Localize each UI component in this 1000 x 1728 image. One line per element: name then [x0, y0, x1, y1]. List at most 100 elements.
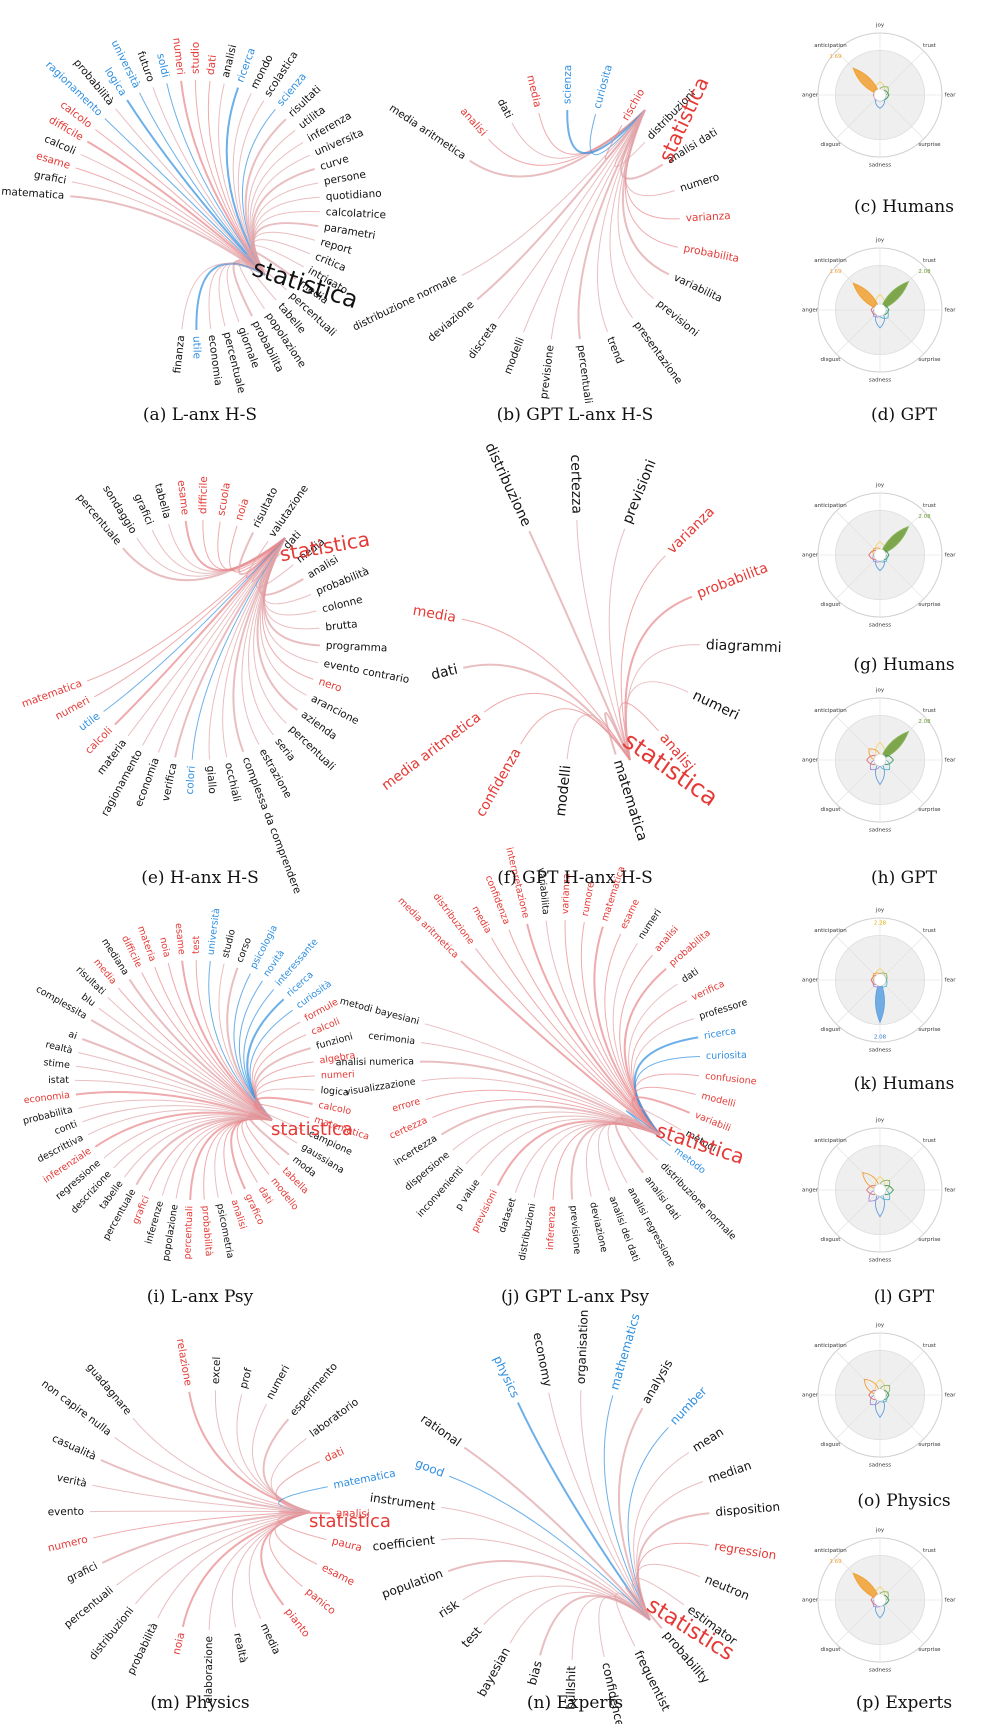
word-m-pianto: pianto: [282, 1606, 312, 1640]
word-b-deviazione: deviazione: [426, 299, 477, 345]
word-j-deviazione: deviazione: [587, 1201, 609, 1254]
emotion-label-anger: anger: [802, 93, 819, 99]
chord-m-guadagnare: [132, 1417, 311, 1513]
chord-a-media: [247, 249, 297, 280]
emotion-label-anger: anger: [802, 1188, 819, 1194]
chord-j-media-aritmetica: [460, 960, 661, 1136]
chord-i-esame: [181, 960, 273, 1121]
chord-n-probability: [625, 1586, 663, 1630]
word-n-coefficient: coefficient: [372, 1533, 436, 1554]
word-a-utile: utile: [190, 336, 202, 359]
wheel-spoke: [879, 1189, 925, 1235]
caption-m: (m) Physics: [150, 1693, 250, 1713]
emotion-label-fear: fear: [945, 553, 957, 559]
chord-a-finanza: [181, 263, 266, 330]
emotion-label-anticipation: anticipation: [814, 1343, 847, 1349]
word-m-relazione: relazione: [174, 1338, 194, 1387]
emotion-label-anger: anger: [802, 553, 819, 559]
caption-g: (g) Humans: [853, 655, 955, 675]
caption-i: (i) L-anx Psy: [146, 1287, 254, 1307]
chord-m-casualit: [100, 1459, 311, 1513]
wheel-spoke: [835, 715, 881, 761]
emotion-label-fear: fear: [945, 308, 957, 314]
emotion-label-trust: trust: [923, 1548, 937, 1554]
chord-b-scienza: [566, 109, 646, 154]
emotion-label-fear: fear: [945, 1393, 957, 1399]
chord-e-verifica: [174, 537, 286, 758]
emotion-label-surprise: surprise: [918, 142, 941, 148]
network-m: relazione excel prof numeriesperimentolabor…: [39, 1338, 397, 1704]
word-n-regression: regression: [713, 1539, 777, 1562]
emotion-wheel-o: joy trust fear surprise sadness disgust anger a…: [802, 1323, 956, 1469]
word-n-population: population: [380, 1566, 445, 1601]
word-m-dati: dati: [323, 1445, 346, 1464]
word-m-matematica: matematica: [332, 1467, 396, 1491]
word-i-test: test: [191, 935, 202, 954]
word-n-bullshit: bullshit: [563, 1666, 578, 1710]
word-e-esame: esame: [175, 479, 191, 515]
word-m-casualit: casualità: [50, 1432, 98, 1463]
chord-b-presentazione: [609, 109, 646, 319]
word-b-scienza: scienza: [561, 65, 574, 104]
word-n-organisation: organisation: [574, 1309, 591, 1384]
chord-i-tabelle: [124, 1116, 273, 1178]
chord-i-inferenziale: [94, 1111, 273, 1148]
chord-i-blu: [98, 1007, 273, 1121]
word-e-utile: utile: [77, 710, 103, 733]
word-m-esame: esame: [320, 1562, 357, 1589]
word-n-disposition: disposition: [715, 1500, 781, 1520]
chord-b-modelli: [523, 109, 646, 333]
word-b-dati: dati: [495, 97, 515, 120]
word-m-probabilit: probabilità: [125, 1621, 160, 1677]
word-a-soldi: soldi: [154, 52, 171, 78]
chord-e-seria: [248, 537, 286, 736]
emotion-label-joy: joy: [875, 1323, 885, 1329]
word-j-p-value: p value: [454, 1177, 483, 1212]
chord-m-laboratorio: [270, 1438, 311, 1513]
chord-n-risk: [462, 1575, 651, 1621]
word-m-elaborazione: elaborazione: [203, 1636, 215, 1704]
word-b-percentuali: percentuali: [575, 344, 595, 404]
word-f-distribuzione: distribuzione: [481, 441, 534, 530]
word-i-percentuali: percentuali: [182, 1206, 195, 1260]
network-i: complessitablurisultatimediamedianadiffi…: [22, 907, 371, 1262]
chord-j-cerimonia: [421, 1042, 661, 1136]
emotion-label-fear: fear: [945, 1598, 957, 1604]
emotion-label-trust: trust: [923, 928, 937, 934]
emotion-wheel-c: joy trust fear surprise sadness disgust anger a…: [802, 23, 956, 169]
chord-n-mathematics: [603, 1395, 651, 1621]
wheel-spoke: [835, 309, 881, 355]
chord-a-esame: [75, 167, 266, 276]
emotion-label-sadness: sadness: [869, 828, 891, 834]
chord-e-ragionamento: [142, 537, 286, 746]
word-a-studio: studio: [190, 42, 202, 74]
chord-e-numeri: [94, 537, 286, 698]
emotion-label-anticipation: anticipation: [814, 258, 847, 264]
chord-m-evento: [89, 1510, 311, 1513]
wheel-spoke: [835, 554, 881, 600]
chord-i-matematica: [253, 1103, 310, 1121]
chord-i-conti: [82, 1105, 273, 1123]
emotion-label-joy: joy: [875, 23, 885, 29]
emotion-label-joy: joy: [875, 1528, 885, 1534]
chord-f-analisi: [619, 702, 659, 761]
chord-a-futuro: [152, 87, 266, 276]
chord-e-noia: [229, 525, 286, 573]
caption-l: (l) GPT: [873, 1287, 935, 1307]
wheel-center: [873, 1593, 887, 1607]
chord-b-discreta: [497, 109, 646, 319]
chord-j-metodi: [629, 1104, 682, 1136]
emotion-label-anticipation: anticipation: [814, 928, 847, 934]
chord-e-scuola: [217, 521, 286, 572]
wheel-center: [873, 973, 887, 987]
wheel-spoke: [835, 979, 881, 1025]
chord-i-economia: [75, 1091, 273, 1121]
word-j-curiosita: curiosita: [706, 1050, 747, 1062]
chord-e-materia: [127, 537, 286, 737]
word-n-good: good: [413, 1456, 446, 1480]
wheel-center: [873, 753, 887, 767]
petal-sadness: [875, 978, 885, 1024]
chord-i-complessita: [90, 1019, 273, 1121]
word-i-analisi: analisi: [228, 1198, 248, 1230]
